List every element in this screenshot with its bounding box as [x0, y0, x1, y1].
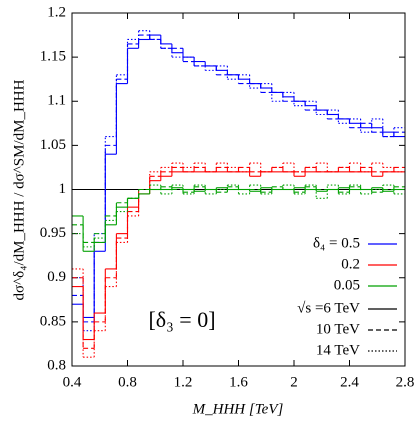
- annotation: [δ₃ = 0]: [148, 307, 215, 332]
- x-tick-label: 2: [290, 374, 298, 390]
- legend-label: √s =6 TeV: [297, 300, 360, 316]
- legend-label: 10 TeV: [316, 321, 360, 337]
- y-tick-label: 1.05: [40, 137, 66, 153]
- y-axis-label: dσ^δ₄/dM_HHH / dσ^SM/dM_HHH: [11, 79, 27, 300]
- x-tick-label: 0.8: [118, 374, 137, 390]
- y-tick-label: 1.2: [47, 4, 66, 20]
- legend-label: 14 TeV: [316, 342, 360, 358]
- y-tick-label: 1.1: [47, 93, 66, 109]
- x-tick-label: 1.2: [174, 374, 193, 390]
- y-tick-label: 0.85: [40, 313, 66, 329]
- y-tick-label: 0.8: [47, 357, 66, 373]
- legend-label: 0.2: [341, 256, 360, 272]
- legend-label: δ₄ = 0.5: [313, 235, 360, 251]
- y-tick-label: 1: [59, 181, 67, 197]
- legend-label: 0.05: [334, 277, 360, 293]
- x-axis-label: M_HHH [TeV]: [192, 401, 284, 417]
- y-tick-label: 0.95: [40, 225, 66, 241]
- x-tick-label: 1.6: [229, 374, 248, 390]
- y-tick-label: 1.15: [40, 49, 66, 65]
- x-tick-label: 2.4: [340, 374, 359, 390]
- x-tick-label: 2.8: [396, 374, 415, 390]
- plot-frame: [71, 12, 406, 367]
- x-tick-label: 0.4: [63, 374, 82, 390]
- y-tick-label: 0.9: [47, 269, 66, 285]
